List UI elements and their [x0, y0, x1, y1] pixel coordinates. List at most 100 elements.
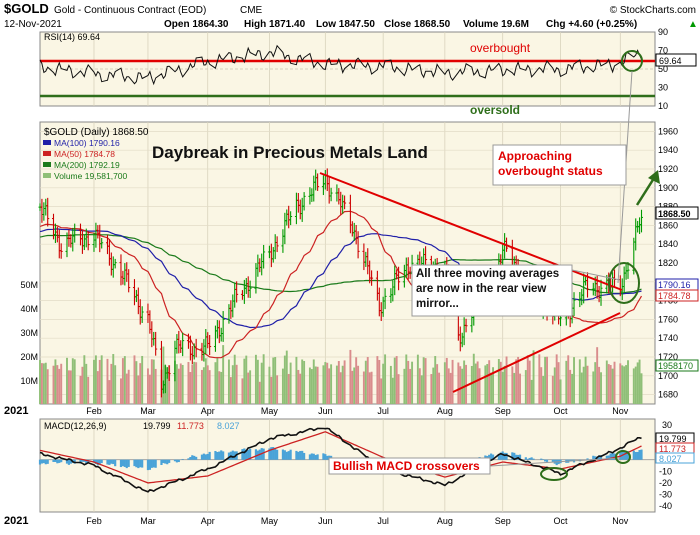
price-legend: $GOLD (Daily) 1868.50	[44, 127, 149, 138]
price-tick: 1920	[658, 164, 678, 174]
macd-hist-bar	[112, 460, 114, 464]
volume-label: Volume 19.6M	[463, 19, 529, 30]
volume-value-label: 1958170	[658, 361, 693, 371]
close-label: Close 1868.50	[384, 19, 451, 30]
volume-bar	[544, 357, 546, 404]
volume-bar	[288, 374, 290, 404]
macd-hist-bar	[276, 450, 278, 460]
month-label: Jul	[377, 406, 389, 416]
macd-hist-bar	[122, 460, 124, 466]
macd-hist-bar	[108, 460, 110, 465]
macd-tick: -40	[659, 501, 672, 511]
volume-bar	[490, 373, 492, 404]
volume-bar	[68, 370, 70, 404]
volume-bar	[471, 366, 473, 404]
macd-hist-bar	[311, 453, 313, 459]
macd-hist-bar	[114, 460, 116, 467]
volume-bar	[45, 363, 47, 404]
month-label: May	[261, 516, 279, 526]
volume-bar	[120, 378, 122, 404]
price-tick: 1860	[658, 220, 678, 230]
macd-hist-bar	[243, 448, 245, 459]
macd-hist-bar	[263, 449, 265, 460]
symbol-label: $GOLD	[4, 1, 49, 16]
volume-bar	[338, 361, 340, 404]
volume-bar	[637, 362, 639, 404]
volume-bar	[504, 366, 506, 404]
volume-bar	[355, 357, 357, 404]
macd-hist-bar	[209, 452, 211, 460]
rsi-value-label: 69.64	[659, 56, 682, 66]
month-label: Nov	[612, 406, 629, 416]
volume-bar	[101, 355, 103, 404]
macd-hist-bar	[638, 450, 640, 460]
month-label: Feb	[86, 406, 102, 416]
macd-hist-bar	[326, 456, 328, 460]
volume-bar	[43, 363, 45, 404]
macd-hist-bar	[182, 459, 184, 460]
volume-bar	[438, 373, 440, 404]
volume-bar	[139, 363, 141, 404]
macd-hist-bar	[120, 460, 122, 467]
volume-bar	[421, 375, 423, 404]
macd-hist-bar	[504, 453, 506, 460]
volume-tick: 40M	[20, 304, 38, 314]
ma200-legend-swatch	[43, 162, 51, 167]
overbought-callout-text: Approaching overbought status	[495, 146, 625, 182]
volume-bar	[581, 373, 583, 404]
volume-bar	[430, 374, 432, 404]
volume-bar	[365, 361, 367, 404]
volume-bar	[592, 371, 594, 404]
macd-hist-bar	[635, 452, 637, 460]
volume-bar	[571, 374, 573, 404]
macd-hist-bar	[218, 452, 220, 460]
volume-tick: 20M	[20, 352, 38, 362]
volume-bar	[419, 368, 421, 404]
volume-bar	[436, 364, 438, 404]
volume-bar	[97, 371, 99, 404]
volume-bar	[484, 365, 486, 404]
volume-bar	[182, 365, 184, 404]
macd-tick: -10	[659, 466, 672, 476]
macd-hist-bar	[531, 457, 533, 459]
macd-hist-bar	[214, 451, 216, 460]
volume-bar	[394, 358, 396, 404]
volume-bar	[276, 375, 278, 404]
month-label: Feb	[86, 516, 102, 526]
month-label: Aug	[437, 516, 453, 526]
volume-bar	[367, 357, 369, 404]
macd-hist-bar	[58, 460, 60, 463]
macd-hist-bar	[303, 453, 305, 460]
volume-bar	[328, 368, 330, 404]
volume-legend-swatch	[43, 173, 51, 178]
volume-bar	[311, 369, 313, 404]
ma-callout: All three moving averages are now in the…	[414, 266, 571, 316]
volume-bar	[567, 355, 569, 404]
volume-bar	[608, 364, 610, 404]
macd-hist-bar	[133, 460, 135, 466]
up-arrow-icon: ▲	[688, 19, 698, 30]
macd-hist-bar	[41, 460, 43, 464]
volume-bar	[342, 366, 344, 404]
volume-bar	[230, 377, 232, 404]
volume-bar	[452, 360, 454, 404]
volume-bar	[340, 372, 342, 404]
volume-bar	[583, 367, 585, 404]
volume-bar	[556, 354, 558, 404]
macd-hist-bar	[295, 451, 297, 460]
month-label: Oct	[554, 406, 569, 416]
volume-bar	[633, 368, 635, 404]
volume-bar	[245, 356, 247, 404]
volume-bar	[531, 380, 533, 404]
macd-hist-bar	[232, 451, 234, 460]
macd-hist-bar	[309, 454, 311, 459]
volume-bar	[511, 366, 513, 404]
ma100-value-label: 1790.16	[658, 280, 691, 290]
macd-hist-bar	[39, 460, 41, 465]
macd-hist-bar	[282, 450, 284, 460]
volume-bar	[301, 359, 303, 404]
volume-bar	[546, 357, 548, 404]
macd-hist-bar	[178, 460, 180, 462]
